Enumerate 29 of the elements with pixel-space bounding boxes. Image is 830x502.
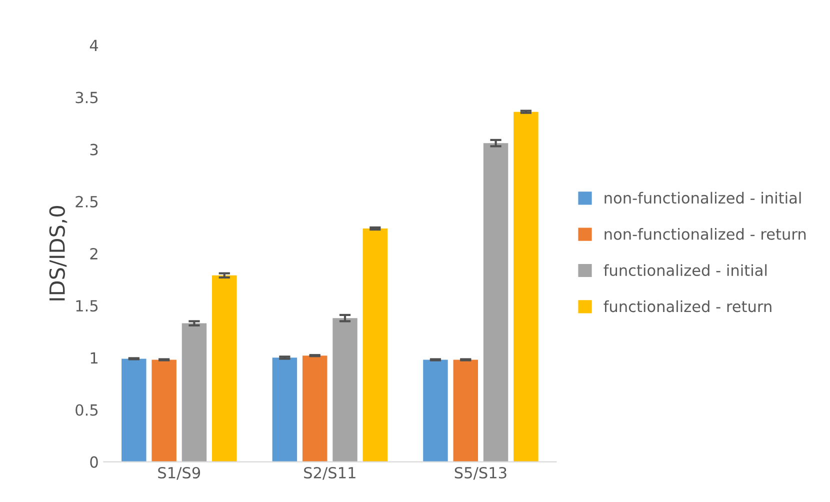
y-tick-label: 2.5 (76, 196, 98, 208)
bar (483, 143, 508, 462)
bar (302, 356, 328, 462)
x-tick-label: S1/S9 (158, 466, 200, 480)
y-tick-label: 1.5 (76, 300, 98, 312)
bar (362, 228, 388, 462)
x-tick-label: S5/S13 (454, 466, 506, 480)
bar (212, 275, 237, 462)
legend-label: non-functionalized - initial (604, 192, 801, 204)
bar (182, 323, 207, 462)
bar (122, 358, 146, 462)
legend-label: functionalized - return (604, 300, 772, 312)
bar (514, 112, 538, 462)
x-tick-label: S2/S11 (304, 466, 356, 480)
bar (272, 358, 298, 462)
y-tick-label: 3.5 (76, 92, 98, 104)
y-tick-label: 0.5 (76, 404, 98, 416)
bar (453, 360, 478, 462)
bar (332, 318, 358, 462)
y-tick-label: 2 (90, 248, 98, 260)
legend-label: non-functionalized - return (604, 228, 806, 240)
legend-label: functionalized - initial (604, 264, 767, 276)
bar (152, 360, 176, 462)
y-tick-label: 0 (90, 456, 98, 468)
y-tick-label: 4 (90, 40, 98, 51)
y-axis-title: IDS/IDS,0 (49, 206, 68, 300)
y-tick-label: 1 (90, 352, 98, 364)
y-tick-label: 3 (90, 144, 98, 156)
bar (423, 360, 448, 462)
